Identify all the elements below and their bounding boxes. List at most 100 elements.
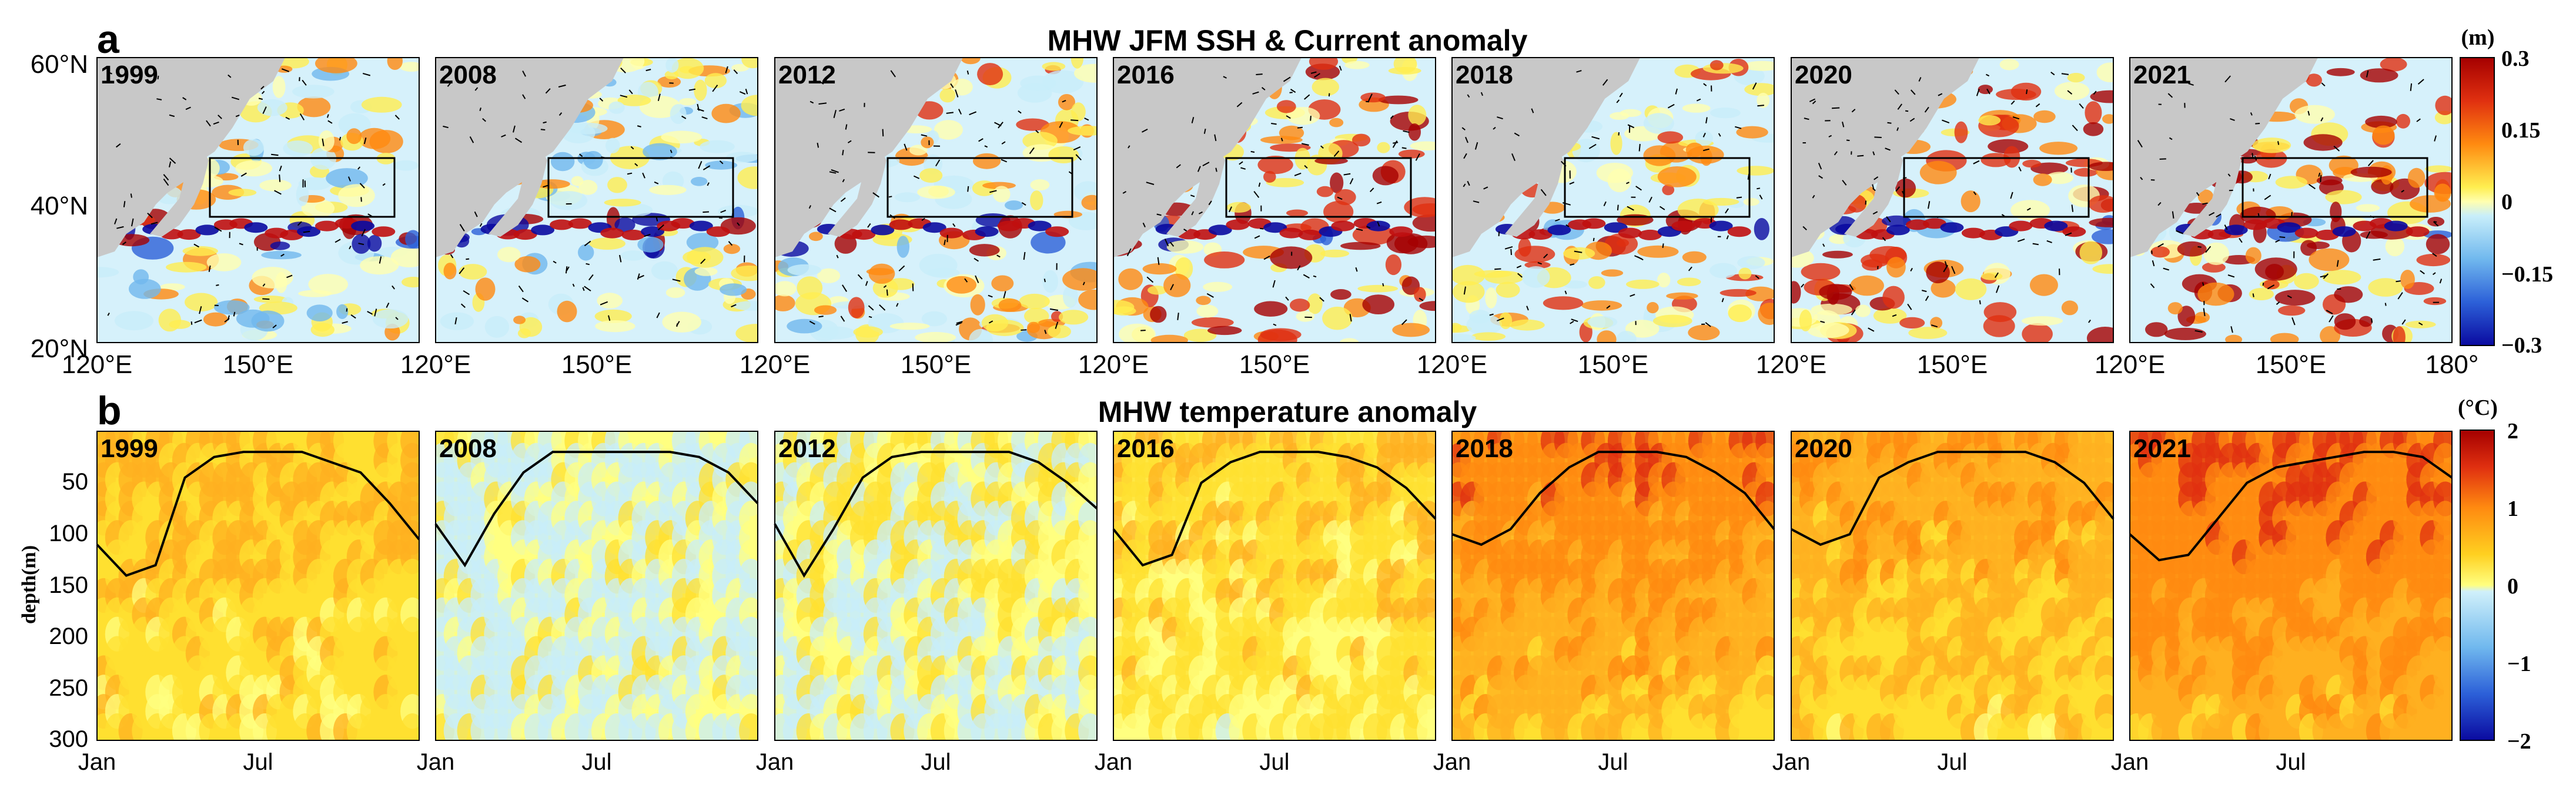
ssh-panel-2008: 2008 120°E 150°E (400, 57, 758, 379)
month-tick-jul: Jul (921, 749, 951, 775)
ssh-panel-2020: 2020 120°E 150°E (1756, 57, 2114, 379)
mld-line-2016 (1112, 451, 1437, 567)
lon-tick: 150°E (2256, 350, 2326, 379)
lon-tick: 120°E (1756, 350, 1826, 379)
temp-panel-1999: 1999 Jan Jul (78, 431, 420, 775)
lon-tick: 120°E (400, 350, 471, 379)
colorbar-ssh-tick-3: −0.15 (2501, 262, 2553, 287)
mhw-box (886, 157, 1073, 218)
mld-line-2008 (434, 451, 759, 568)
lon-tick: 120°E (62, 350, 132, 379)
month-tick-jan: Jan (1772, 749, 1811, 775)
month-tick-jan: Jan (417, 749, 455, 775)
lon-tick: 120°E (740, 350, 810, 379)
ssh-panel-1999: 1999 120°E 150°E (62, 57, 420, 379)
colorbar-temp-unit: (°C) (2458, 395, 2498, 420)
ssh-year-label: 2018 (1456, 61, 1513, 89)
ssh-panel-2012: 2012 120°E 150°E (740, 57, 1098, 379)
mld-line-2020 (1791, 451, 2115, 546)
colorbar-temp-tick-3: −1 (2507, 652, 2531, 676)
japan-island (1505, 143, 1564, 237)
colorbar-ssh-unit: (m) (2461, 25, 2495, 50)
panel-a-letter: a (97, 17, 120, 62)
mhw-box (2242, 157, 2428, 218)
panel-a-title: MHW JFM SSH & Current anomaly (1048, 24, 1528, 57)
month-tick-jul: Jul (1259, 749, 1289, 775)
depth-tick-250: 250 (49, 675, 88, 701)
ssh-panel-2018: 2018 120°E 150°E (1417, 57, 1775, 379)
month-tick-jul: Jul (2276, 749, 2306, 775)
month-tick-jan: Jan (78, 749, 116, 775)
ssh-year-label: 2012 (778, 61, 836, 89)
mhw-box (1225, 157, 1412, 218)
month-tick-jan: Jan (1433, 749, 1471, 775)
ssh-year-label: 2016 (1117, 61, 1175, 89)
lon-tick: 120°E (1417, 350, 1487, 379)
temp-year-label: 2021 (2133, 434, 2191, 463)
japan-island (150, 143, 209, 237)
ssh-panel-2021: 2021 120°E 150°E (2095, 57, 2453, 379)
panel-b-letter: b (97, 388, 122, 433)
temp-panel-2008: 2008 Jan Jul (417, 431, 759, 775)
lon-tick: 150°E (561, 350, 632, 379)
ssh-year-label: 2008 (439, 61, 497, 89)
mhw-box (1564, 157, 1751, 218)
colorbar-temp-tick-2: 0 (2507, 574, 2518, 599)
japan-island (1166, 143, 1225, 237)
temp-year-label: 2018 (1456, 434, 1513, 463)
depth-tick-300: 300 (49, 726, 88, 752)
month-tick-jan: Jan (756, 749, 794, 775)
colorbar-ssh-tick-4: −0.3 (2501, 333, 2542, 358)
month-tick-jan: Jan (2111, 749, 2149, 775)
japan-island (489, 143, 547, 237)
lon-tick: 150°E (1917, 350, 1988, 379)
mld-line-2021 (2129, 451, 2453, 562)
temp-panel-2012: 2012 Jan Jul (756, 431, 1098, 775)
lon-tick: 150°E (1239, 350, 1310, 379)
colorbar-ssh: (m) 0.3 0.15 0 −0.15 −0.3 (2460, 25, 2553, 358)
lat-tick-60: 60°N (31, 50, 88, 79)
month-tick-jan: Jan (1095, 749, 1133, 775)
temperature-panels: 1999 Jan Jul 2008 Jan Jul 2012 Jan Jul 2016 Jan Jul… (78, 431, 2453, 775)
lon-tick: 150°E (901, 350, 971, 379)
lon-tick: 120°E (2095, 350, 2165, 379)
month-tick-jul: Jul (243, 749, 273, 775)
ssh-year-label: 2021 (2133, 61, 2191, 89)
japan-island (828, 143, 886, 237)
depth-axis-label: depth(m) (18, 545, 40, 624)
temp-panel-2016: 2016 Jan Jul (1095, 431, 1437, 775)
ssh-year-label: 1999 (101, 61, 158, 89)
colorbar-ssh-tick-0: 0.3 (2501, 46, 2530, 71)
colorbar-ssh-tick-2: 0 (2501, 190, 2513, 214)
month-tick-jul: Jul (581, 749, 611, 775)
mhw-box (1903, 157, 2090, 218)
mld-line-2012 (774, 451, 1098, 578)
temp-panel-2020: 2020 Jan Jul (1772, 431, 2115, 775)
colorbar-temp-tick-4: −2 (2507, 729, 2531, 754)
japan-island (2183, 143, 2242, 237)
lat-tick-40: 40°N (31, 192, 88, 220)
month-tick-jul: Jul (1598, 749, 1628, 775)
temp-year-label: 2012 (778, 434, 836, 463)
mhw-box (547, 157, 734, 218)
mhw-box (209, 157, 396, 218)
depth-tick-150: 150 (49, 572, 88, 598)
temp-panel-2018: 2018 Jan Jul (1433, 431, 1775, 775)
depth-tick-200: 200 (49, 623, 88, 649)
lon-tick: 150°E (223, 350, 293, 379)
lon-tick: 120°E (1078, 350, 1149, 379)
ssh-year-label: 2020 (1795, 61, 1852, 89)
lon-tick-180: 180° (2425, 350, 2478, 379)
depth-tick-50: 50 (62, 469, 89, 495)
temp-year-label: 2020 (1795, 434, 1852, 463)
ssh-panel-2016: 2016 120°E 150°E (1078, 57, 1436, 379)
japan-island (1844, 143, 1903, 237)
temp-year-label: 1999 (101, 434, 158, 463)
lon-tick: 150°E (1578, 350, 1648, 379)
colorbar-temp-tick-1: 1 (2507, 497, 2518, 521)
temp-year-label: 2008 (439, 434, 497, 463)
lat-tick-20: 20°N (31, 334, 88, 363)
panel-b-title: MHW temperature anomaly (1098, 395, 1477, 428)
temp-panel-2021: 2021 Jan Jul (2111, 431, 2453, 775)
